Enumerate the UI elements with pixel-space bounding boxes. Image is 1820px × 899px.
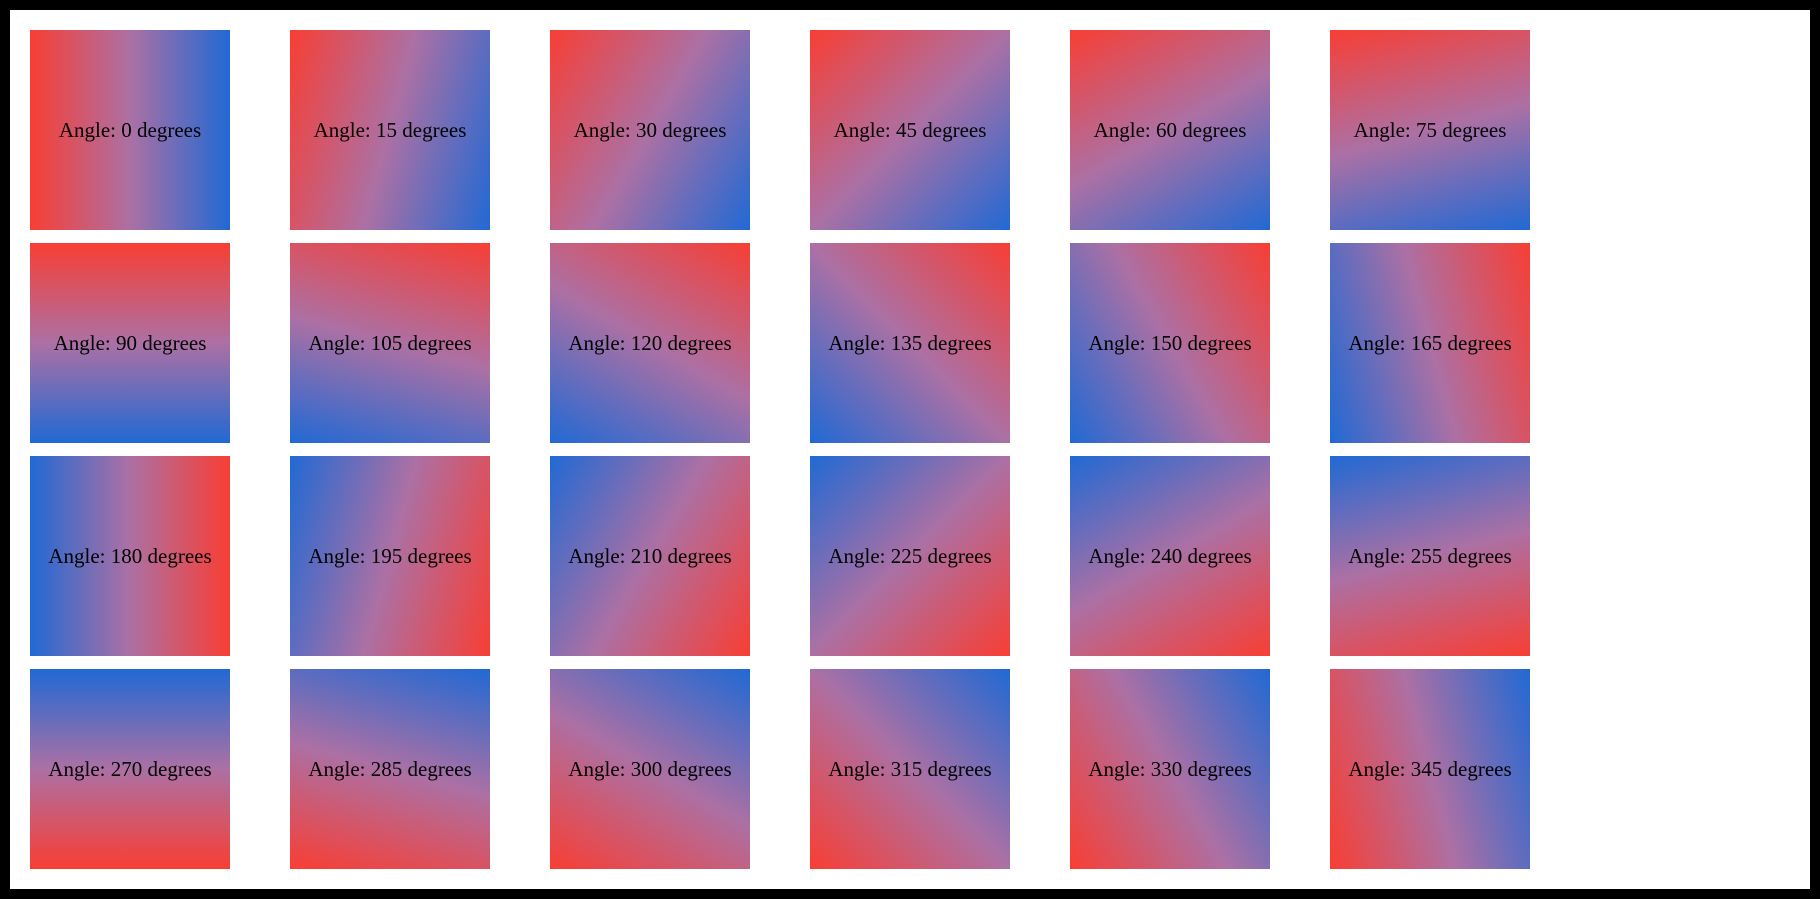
gradient-tile: Angle: 15 degrees bbox=[290, 30, 490, 230]
content-area: Angle: 0 degrees Angle: 15 degrees Angle… bbox=[10, 10, 1810, 889]
tile-angle-label: Angle: 15 degrees bbox=[313, 117, 467, 142]
gradient-tile: Angle: 60 degrees bbox=[1070, 30, 1270, 230]
gradient-tile: Angle: 105 degrees bbox=[290, 243, 490, 443]
gradient-tile: Angle: 300 degrees bbox=[550, 669, 750, 869]
tile-angle-label: Angle: 30 degrees bbox=[573, 117, 727, 142]
gradient-tile: Angle: 345 degrees bbox=[1330, 669, 1530, 869]
tile-angle-label: Angle: 345 degrees bbox=[1348, 756, 1512, 781]
tile-angle-label: Angle: 135 degrees bbox=[828, 330, 992, 355]
gradient-tile: Angle: 180 degrees bbox=[30, 456, 230, 656]
tile-angle-label: Angle: 120 degrees bbox=[568, 330, 732, 355]
tile-angle-label: Angle: 195 degrees bbox=[308, 543, 472, 568]
tile-angle-label: Angle: 60 degrees bbox=[1093, 117, 1247, 142]
tile-angle-label: Angle: 270 degrees bbox=[48, 756, 212, 781]
gradient-grid: Angle: 0 degrees Angle: 15 degrees Angle… bbox=[30, 30, 1530, 869]
gradient-tile: Angle: 285 degrees bbox=[290, 669, 490, 869]
gradient-tile: Angle: 30 degrees bbox=[550, 30, 750, 230]
gradient-tile: Angle: 255 degrees bbox=[1330, 456, 1530, 656]
tile-angle-label: Angle: 330 degrees bbox=[1088, 756, 1252, 781]
gradient-tile: Angle: 210 degrees bbox=[550, 456, 750, 656]
gradient-tile: Angle: 135 degrees bbox=[810, 243, 1010, 443]
gradient-tile: Angle: 270 degrees bbox=[30, 669, 230, 869]
tile-angle-label: Angle: 315 degrees bbox=[828, 756, 992, 781]
tile-angle-label: Angle: 45 degrees bbox=[833, 117, 987, 142]
gradient-tile: Angle: 240 degrees bbox=[1070, 456, 1270, 656]
tile-angle-label: Angle: 255 degrees bbox=[1348, 543, 1512, 568]
gradient-tile: Angle: 315 degrees bbox=[810, 669, 1010, 869]
tile-angle-label: Angle: 300 degrees bbox=[568, 756, 732, 781]
gradient-tile: Angle: 195 degrees bbox=[290, 456, 490, 656]
gradient-tile: Angle: 90 degrees bbox=[30, 243, 230, 443]
gradient-tile: Angle: 120 degrees bbox=[550, 243, 750, 443]
gradient-tile: Angle: 75 degrees bbox=[1330, 30, 1530, 230]
tile-angle-label: Angle: 105 degrees bbox=[308, 330, 472, 355]
tile-angle-label: Angle: 285 degrees bbox=[308, 756, 472, 781]
tile-angle-label: Angle: 225 degrees bbox=[828, 543, 992, 568]
tile-angle-label: Angle: 90 degrees bbox=[53, 330, 207, 355]
gradient-tile: Angle: 0 degrees bbox=[30, 30, 230, 230]
gradient-tile: Angle: 330 degrees bbox=[1070, 669, 1270, 869]
tile-angle-label: Angle: 210 degrees bbox=[568, 543, 732, 568]
gradient-tile: Angle: 150 degrees bbox=[1070, 243, 1270, 443]
gradient-tile: Angle: 225 degrees bbox=[810, 456, 1010, 656]
tile-angle-label: Angle: 240 degrees bbox=[1088, 543, 1252, 568]
tile-angle-label: Angle: 150 degrees bbox=[1088, 330, 1252, 355]
gradient-tile: Angle: 165 degrees bbox=[1330, 243, 1530, 443]
tile-angle-label: Angle: 180 degrees bbox=[48, 543, 212, 568]
gradient-tile: Angle: 45 degrees bbox=[810, 30, 1010, 230]
tile-angle-label: Angle: 0 degrees bbox=[58, 117, 202, 142]
tile-angle-label: Angle: 165 degrees bbox=[1348, 330, 1512, 355]
tile-angle-label: Angle: 75 degrees bbox=[1353, 117, 1507, 142]
